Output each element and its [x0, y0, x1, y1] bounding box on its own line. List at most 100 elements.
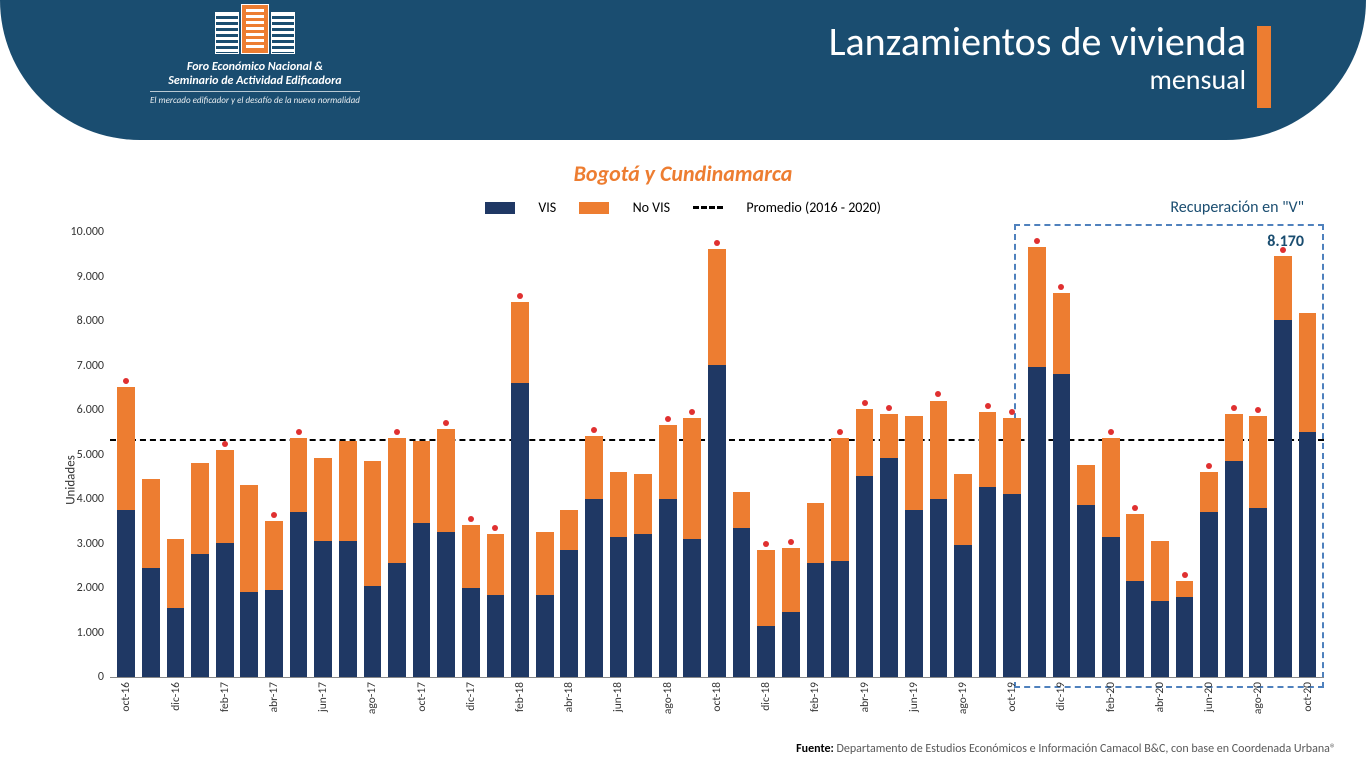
bar-tip-marker	[1255, 407, 1261, 413]
bar-tip-marker	[123, 378, 129, 384]
bar-tip-marker	[1182, 572, 1188, 578]
bar-segment-novis	[1274, 256, 1292, 321]
x-tick-label: abr-17	[267, 682, 281, 712]
bar-segment-vis	[1249, 508, 1267, 677]
bar-tip-marker	[517, 293, 523, 299]
x-tick: oct-16	[114, 678, 139, 728]
x-tick	[680, 678, 705, 728]
bar-column	[1098, 438, 1123, 677]
legend-label-novis: No VIS	[633, 199, 671, 216]
logo-line1: Foro Económico Nacional &	[150, 60, 360, 74]
bar-segment-vis	[634, 534, 652, 677]
bar-segment-vis	[610, 537, 628, 677]
x-tick	[778, 678, 803, 728]
bar-tip-marker	[591, 427, 597, 433]
bar-column	[237, 485, 262, 677]
x-tick	[975, 678, 1000, 728]
bar-segment-vis	[1225, 461, 1243, 677]
x-tick: oct-18	[705, 678, 730, 728]
bar-segment-novis	[388, 438, 406, 563]
chart-area: Unidades 01.0002.0003.0004.0005.0006.000…	[52, 232, 1324, 728]
bar-segment-novis	[1003, 418, 1021, 494]
bar-segment-novis	[560, 510, 578, 550]
bar-column	[680, 418, 705, 677]
bar-segment-novis	[1225, 414, 1243, 461]
x-tick-label: feb-19	[808, 682, 822, 712]
x-tick-label: dic-17	[464, 682, 478, 711]
x-tick-label: oct-17	[415, 682, 429, 712]
bar-column	[778, 548, 803, 677]
bar-segment-novis	[634, 474, 652, 534]
slide-subtitle: mensual	[829, 62, 1246, 97]
bar-column	[975, 412, 1000, 677]
bar-segment-novis	[659, 425, 677, 499]
x-tick-label: oct-18	[710, 682, 724, 712]
bar-segment-novis	[1249, 416, 1267, 507]
bar-column	[828, 438, 853, 677]
bar-segment-vis	[413, 523, 431, 677]
bar-segment-novis	[1102, 438, 1120, 536]
bar-segment-novis	[339, 441, 357, 541]
bar-segment-vis	[659, 499, 677, 677]
x-tick: jun-20	[1197, 678, 1222, 728]
bar-column	[951, 474, 976, 677]
x-tick: jun-17	[311, 678, 336, 728]
bar-column	[1295, 313, 1320, 677]
x-tick: abr-20	[1148, 678, 1173, 728]
bar-segment-vis	[757, 626, 775, 677]
y-tick-label: 0	[58, 670, 104, 684]
bar-segment-vis	[831, 561, 849, 677]
y-tick-label: 7.000	[58, 359, 104, 373]
bar-segment-novis	[1053, 293, 1071, 373]
recovery-annotation: Recuperación en "V"	[1170, 198, 1304, 217]
bar-tip-marker	[935, 391, 941, 397]
bar-segment-vis	[240, 592, 258, 677]
bar-segment-novis	[1200, 472, 1218, 512]
bar-tip-marker	[714, 240, 720, 246]
bar-segment-vis	[1299, 432, 1317, 677]
bar-segment-vis	[708, 365, 726, 677]
bar-segment-vis	[142, 568, 160, 677]
bar-segment-novis	[1077, 465, 1095, 505]
x-tick	[1123, 678, 1148, 728]
x-tick	[729, 678, 754, 728]
y-tick-label: 1.000	[58, 626, 104, 640]
bar-column	[582, 436, 607, 677]
bar-column	[212, 450, 237, 677]
bar-segment-vis	[807, 563, 825, 677]
x-tick-label: jun-19	[907, 682, 921, 712]
chart-legend: VIS No VIS Promedio (2016 - 2020)	[0, 198, 1366, 216]
bar-segment-vis	[979, 487, 997, 677]
bar-tip-marker	[1058, 284, 1064, 290]
bar-segment-novis	[930, 401, 948, 499]
bar-tip-marker	[1206, 463, 1212, 469]
x-tick-label: ago-20	[1251, 682, 1265, 714]
bar-segment-vis	[683, 539, 701, 677]
x-tick	[532, 678, 557, 728]
bar-segment-novis	[117, 387, 135, 510]
x-tick-label: abr-18	[562, 682, 576, 712]
bar-segment-novis	[757, 550, 775, 626]
plot: 01.0002.0003.0004.0005.0006.0007.0008.00…	[110, 232, 1324, 678]
bar-column	[1000, 418, 1025, 677]
legend-label-avg: Promedio (2016 - 2020)	[746, 199, 880, 216]
x-tick	[1271, 678, 1296, 728]
bar-segment-novis	[979, 412, 997, 488]
source-footer: Fuente: Departamento de Estudios Económi…	[796, 742, 1336, 756]
bar-segment-novis	[831, 438, 849, 561]
x-tick	[286, 678, 311, 728]
bar-tip-marker	[443, 420, 449, 426]
bar-column	[139, 479, 164, 677]
bar-segment-novis	[880, 414, 898, 459]
bar-segment-vis	[856, 476, 874, 677]
bar-tip-marker	[886, 405, 892, 411]
bar-segment-vis	[782, 612, 800, 677]
bar-segment-novis	[954, 474, 972, 545]
bar-segment-novis	[216, 450, 234, 544]
x-tick	[1172, 678, 1197, 728]
legend-swatch-novis	[579, 202, 609, 214]
bar-segment-novis	[290, 438, 308, 512]
slide-title-block: Lanzamientos de vivienda mensual	[829, 22, 1246, 97]
bar-segment-novis	[1299, 313, 1317, 432]
x-tick-label: ago-18	[661, 682, 675, 714]
